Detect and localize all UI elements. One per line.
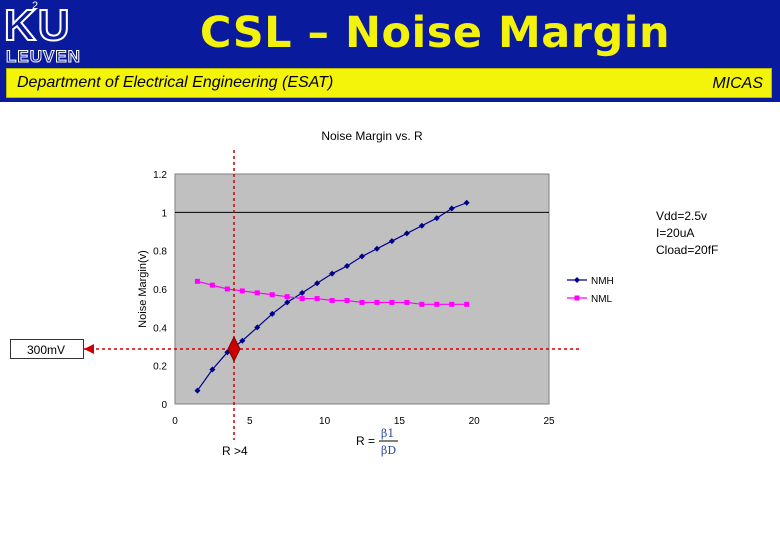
y-axis-label: Noise Margin(v) bbox=[137, 250, 149, 328]
ku-leuven-logo: KU LEUVEN bbox=[3, 1, 94, 67]
data-point-nmh bbox=[239, 337, 246, 344]
x-tick-label: 5 bbox=[247, 416, 253, 427]
data-point-nml bbox=[284, 294, 290, 300]
data-point-nmh bbox=[418, 222, 425, 229]
data-point-nmh bbox=[269, 310, 276, 317]
data-point-nml bbox=[449, 301, 455, 307]
y-tick-label: 0.8 bbox=[153, 247, 167, 258]
data-point-nml bbox=[344, 298, 350, 303]
y-tick-label: 0.2 bbox=[153, 362, 167, 373]
data-point-nmh bbox=[359, 253, 365, 260]
x-tick-label: 10 bbox=[319, 416, 331, 427]
condition-current: I=20uA bbox=[656, 226, 695, 240]
data-point-nml bbox=[209, 282, 215, 288]
data-point-nml bbox=[404, 299, 410, 305]
data-point-nml bbox=[464, 301, 470, 307]
data-point-nml bbox=[329, 298, 335, 303]
slide-number: 2 bbox=[32, 0, 39, 12]
data-point-nmh bbox=[299, 289, 306, 296]
header-bar: KU LEUVEN 2 CSL – Noise Margin Departmen… bbox=[0, 0, 780, 102]
legend-label-nmh: NMH bbox=[591, 276, 614, 287]
y-tick-label: 1.2 bbox=[153, 170, 167, 181]
data-point-nml bbox=[419, 301, 425, 307]
data-point-nml bbox=[314, 296, 320, 302]
x-tick-label: 15 bbox=[394, 416, 406, 427]
x-tick-label: 0 bbox=[172, 416, 178, 427]
conditions-block: Vdd=2.5v I=20uA Cload=20fF bbox=[656, 208, 718, 259]
data-point-nml bbox=[224, 286, 230, 292]
logo-leuven-text: LEUVEN bbox=[6, 47, 81, 67]
y-tick-label: 0.4 bbox=[153, 323, 167, 334]
data-point-nmh bbox=[329, 270, 336, 277]
department-band: Department of Electrical Engineering (ES… bbox=[6, 68, 772, 98]
y-tick-label: 0 bbox=[161, 400, 167, 411]
y-tick-label: 0.6 bbox=[153, 285, 167, 296]
intersection-marker-icon bbox=[227, 335, 241, 363]
data-point-nmh bbox=[209, 366, 216, 373]
legend-label-nml: NML bbox=[591, 294, 613, 305]
data-point-nml bbox=[194, 278, 200, 284]
condition-cload: Cload=20fF bbox=[656, 243, 719, 257]
data-point-nmh bbox=[344, 263, 351, 269]
data-point-nml bbox=[254, 290, 260, 296]
data-point-nmh bbox=[284, 299, 291, 306]
data-point-nml bbox=[434, 301, 440, 307]
slide-title: CSL – Noise Margin bbox=[199, 8, 671, 58]
threshold-label-box: 300mV bbox=[10, 339, 84, 359]
data-point-nmh bbox=[254, 324, 261, 331]
data-point-nml bbox=[239, 288, 245, 294]
formula-denominator: βD bbox=[381, 444, 396, 457]
data-point-nml bbox=[359, 299, 365, 305]
legend-marker-nmh bbox=[574, 277, 580, 283]
data-point-nmh bbox=[373, 245, 380, 252]
legend-marker-nml bbox=[574, 295, 580, 301]
data-point-nmh bbox=[433, 215, 440, 222]
group-label: MICAS bbox=[712, 75, 763, 92]
data-point-nmh bbox=[463, 199, 470, 206]
chart-title: Noise Margin vs. R bbox=[321, 129, 423, 143]
threshold-arrow-icon bbox=[84, 344, 94, 354]
data-point-nmh bbox=[448, 205, 455, 212]
x-tick-label: 25 bbox=[543, 416, 555, 427]
data-point-nml bbox=[389, 299, 395, 305]
data-point-nml bbox=[374, 299, 380, 305]
y-tick-label: 1 bbox=[161, 208, 167, 219]
data-point-nml bbox=[299, 296, 305, 302]
data-point-nml bbox=[269, 292, 275, 298]
condition-vdd: Vdd=2.5v bbox=[656, 209, 708, 223]
data-point-nmh bbox=[314, 280, 321, 287]
formula-r: R = bbox=[356, 434, 375, 448]
data-point-nmh bbox=[194, 387, 201, 394]
r-threshold-label: R >4 bbox=[222, 444, 248, 458]
data-point-nmh bbox=[403, 230, 410, 237]
department-label: Department of Electrical Engineering (ES… bbox=[17, 74, 334, 91]
x-tick-label: 20 bbox=[469, 416, 481, 427]
formula-numerator: β1 bbox=[381, 427, 394, 440]
data-point-nmh bbox=[388, 238, 395, 245]
logo-ku-text: KU bbox=[3, 1, 72, 50]
